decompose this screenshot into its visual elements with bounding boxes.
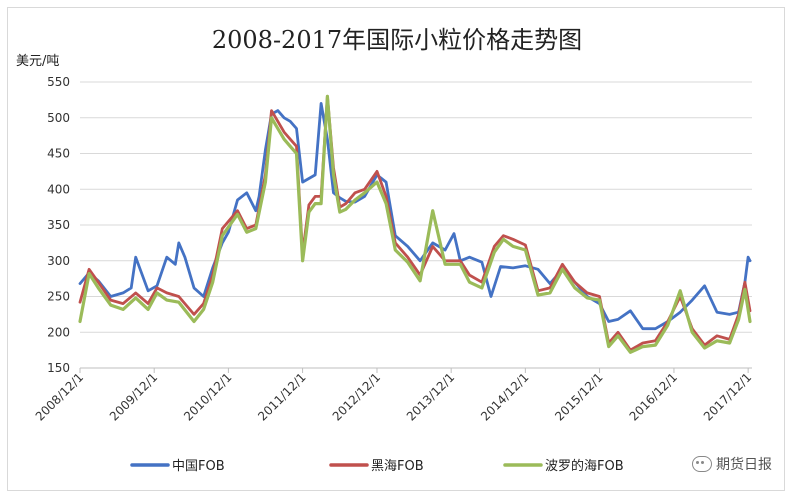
x-tick-label: 2014/12/1 (478, 370, 531, 423)
y-tick-label: 300 (47, 254, 70, 268)
y-tick-label: 500 (47, 111, 70, 125)
x-tick-label: 2015/12/1 (552, 370, 605, 423)
series-line-3 (78, 94, 752, 354)
x-tick-label: 2012/12/1 (330, 370, 383, 423)
y-tick-label: 450 (47, 147, 70, 161)
x-tick-label: 2017/12/1 (701, 370, 754, 423)
x-tick-label: 2011/12/1 (255, 370, 308, 423)
watermark: 期货日报 (692, 454, 772, 474)
y-tick-label: 250 (47, 290, 70, 304)
x-tick-label: 2009/12/1 (107, 370, 160, 423)
y-tick-label: 200 (47, 325, 70, 339)
legend-label-3: 波罗的海FOB (545, 458, 624, 474)
series-line-1 (78, 102, 752, 331)
y-tick-label: 400 (47, 182, 70, 196)
x-tick-label: 2010/12/1 (181, 370, 234, 423)
y-axis-unit-label: 美元/吨 (16, 54, 60, 69)
watermark-text: 期货日报 (716, 457, 772, 473)
y-tick-label: 350 (47, 218, 70, 232)
wechat-icon (692, 456, 712, 472)
y-tick-label: 550 (47, 75, 70, 89)
legend-label-1: 中国FOB (172, 459, 225, 474)
x-tick-label: 2016/12/1 (627, 370, 680, 423)
y-tick-label: 150 (47, 361, 70, 375)
series-line-2 (78, 94, 752, 352)
x-tick-label: 2013/12/1 (404, 370, 457, 423)
x-tick-label: 2008/12/1 (33, 370, 86, 423)
chart-title: 2008-2017年国际小粒价格走势图 (211, 26, 583, 54)
legend-label-2: 黑海FOB (371, 459, 424, 474)
chart-frame (7, 7, 785, 491)
